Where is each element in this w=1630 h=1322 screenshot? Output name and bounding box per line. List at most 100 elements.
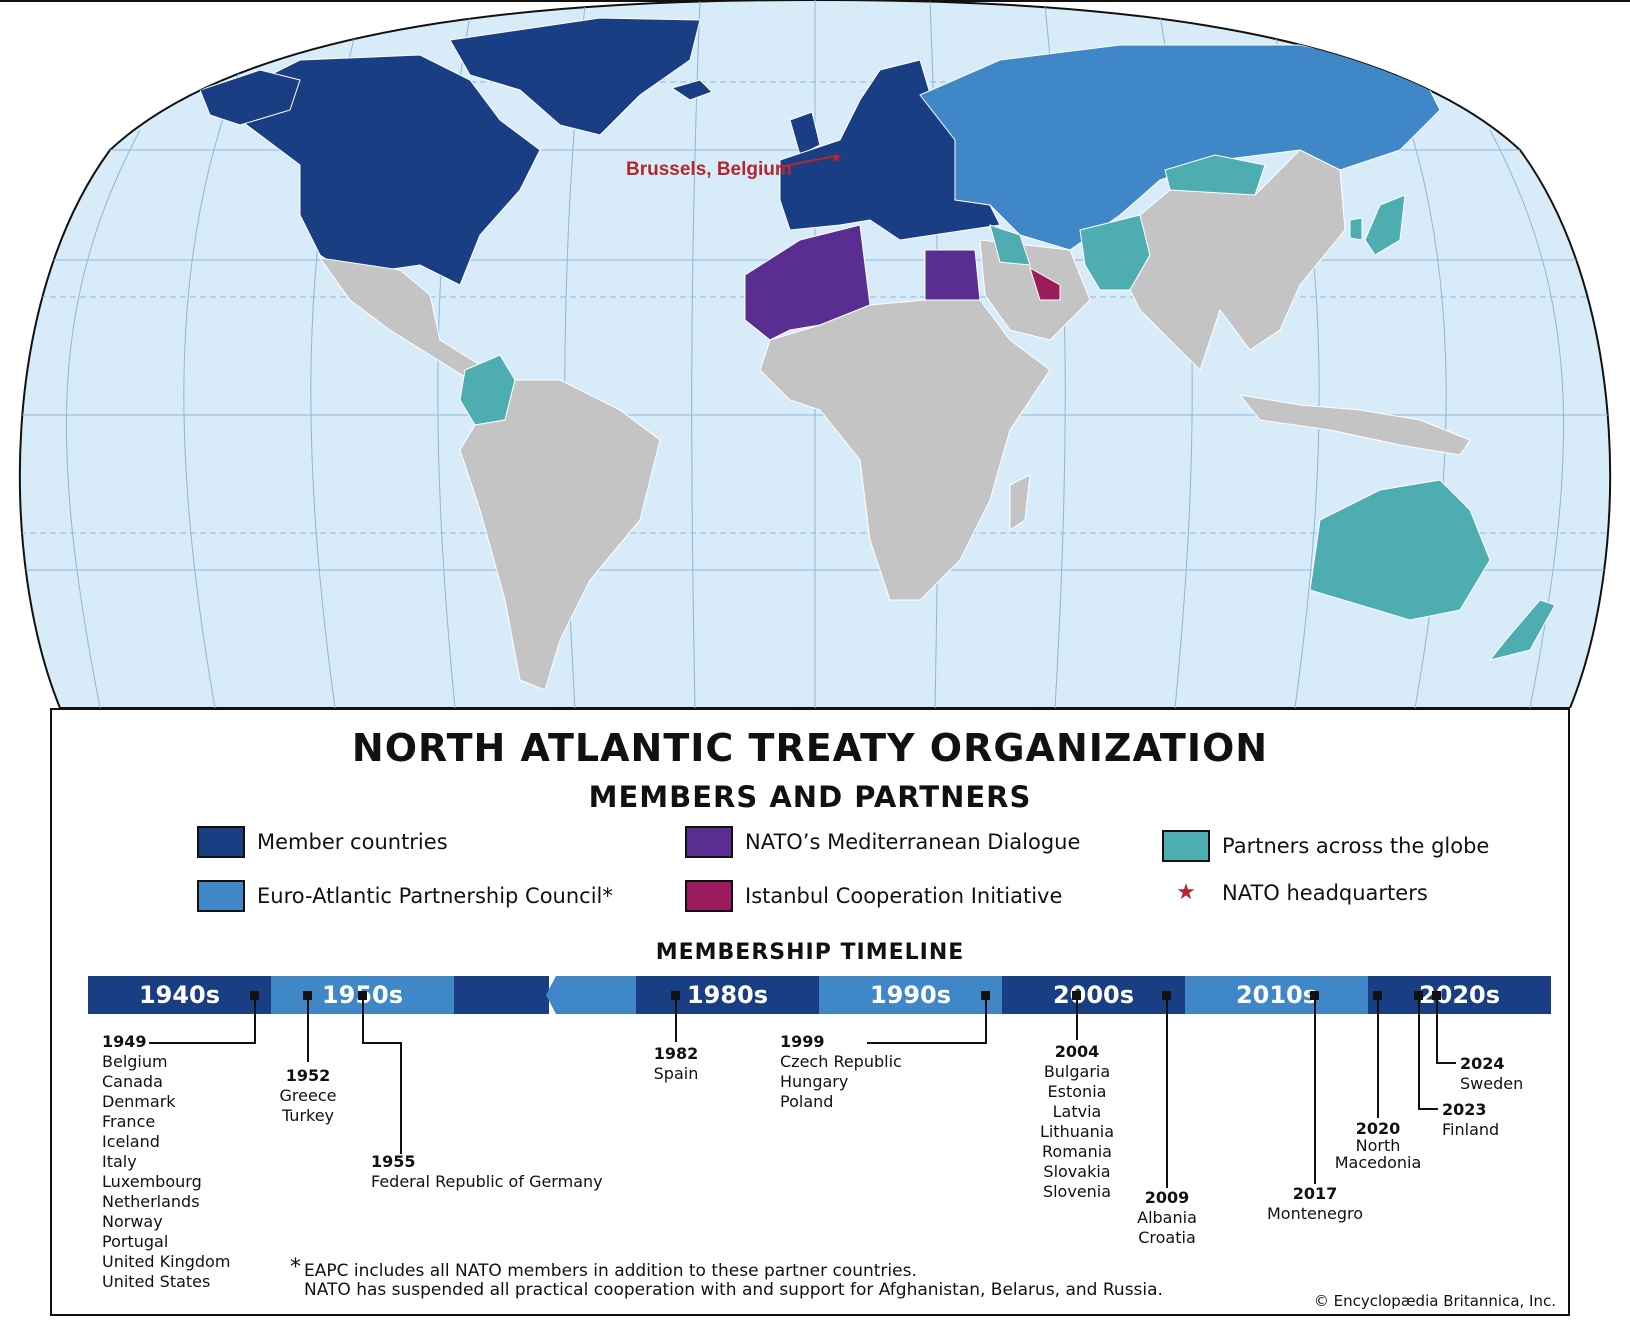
leader-line	[1166, 1000, 1168, 1188]
region-uk	[789, 111, 821, 156]
entry-country: Canada	[102, 1072, 163, 1091]
legend-swatch-member	[197, 826, 245, 858]
leader-line	[1076, 1000, 1078, 1040]
timeline-entry-1955: 1955 Federal Republic of Germany	[371, 1152, 603, 1192]
subtitle: MEMBERS AND PARTNERS	[588, 780, 1032, 814]
world-map: ★ Brussels, Belgium	[0, 0, 1630, 708]
region-iraq	[989, 224, 1031, 266]
entry-country: Croatia	[1138, 1228, 1196, 1247]
entry-country: Lithuania	[1039, 1122, 1115, 1141]
star-icon: ★	[1176, 880, 1196, 905]
leader-line	[1314, 1000, 1316, 1184]
timeline-entry-2020: 2020 North Macedonia	[1328, 1120, 1428, 1171]
entry-country: United States	[102, 1272, 211, 1291]
timeline-entry-2017: 2017 Montenegro	[1260, 1184, 1370, 1224]
entry-country: Poland	[780, 1092, 834, 1111]
entry-country: Federal Republic of Germany	[371, 1172, 603, 1191]
hq-label: Brussels, Belgium	[626, 159, 792, 180]
entry-country: Czech Republic	[780, 1052, 902, 1071]
timeline-entry-1952: 1952 Greece Turkey	[268, 1066, 348, 1126]
leader-line	[1436, 1000, 1438, 1064]
copyright: © Encyclopædia Britannica, Inc.	[1313, 1292, 1556, 1310]
main-title: NORTH ATLANTIC TREATY ORGANIZATION	[351, 726, 1269, 770]
legend-label: Member countries	[257, 830, 448, 854]
legend-item-hq: ★ NATO headquarters	[1162, 880, 1428, 905]
entry-country: Romania	[1042, 1142, 1112, 1161]
entry-year: 2020	[1355, 1119, 1401, 1138]
region-alaska	[199, 69, 301, 126]
entry-country: Belgium	[102, 1052, 168, 1071]
leader-line	[400, 1042, 402, 1154]
region-asia	[1129, 149, 1346, 371]
entry-country: Sweden	[1460, 1074, 1524, 1093]
entry-country: North	[1355, 1136, 1401, 1155]
decade-gap-right	[570, 976, 636, 1014]
region-new-zealand	[1488, 599, 1556, 661]
legend-label: NATO’s Mediterranean Dialogue	[745, 830, 1081, 854]
legend-swatch-global	[1162, 830, 1210, 862]
entry-year: 1952	[285, 1066, 331, 1085]
entry-country: Macedonia	[1334, 1153, 1422, 1172]
legend-swatch-mediterranean	[685, 826, 733, 858]
timeline-tick-1949	[250, 991, 259, 1000]
legend-item-eapc: Euro-Atlantic Partnership Council*	[197, 880, 613, 912]
entry-year: 2009	[1144, 1188, 1190, 1207]
timeline-title: MEMBERSHIP TIMELINE	[655, 940, 965, 965]
legend-swatch-istanbul	[685, 880, 733, 912]
decade-2010s: 2010s	[1185, 976, 1368, 1014]
timeline-entry-2009: 2009 Albania Croatia	[1127, 1188, 1207, 1248]
region-madagascar	[1009, 474, 1031, 531]
entry-year: 1949	[102, 1032, 147, 1051]
timeline-tick-1999	[981, 991, 990, 1000]
entry-country: United Kingdom	[102, 1252, 231, 1271]
entry-year: 1999	[780, 1032, 825, 1051]
leader-line	[1377, 1000, 1379, 1118]
entry-year: 2023	[1442, 1100, 1487, 1119]
legend-label: Euro-Atlantic Partnership Council*	[257, 884, 613, 908]
entry-year: 2004	[1054, 1042, 1100, 1061]
timeline-tick-1982	[671, 991, 680, 1000]
entry-country: France	[102, 1112, 156, 1131]
entry-country: Slovakia	[1043, 1162, 1111, 1181]
hq-star-icon: ★	[830, 150, 843, 166]
legend-item-global: Partners across the globe	[1162, 830, 1489, 862]
region-north-america	[219, 54, 541, 286]
entry-country: Hungary	[780, 1072, 849, 1091]
region-iceland	[670, 79, 713, 101]
region-korea	[1349, 217, 1363, 241]
timeline-tick-2023	[1414, 991, 1423, 1000]
entry-year: 1982	[653, 1044, 699, 1063]
timeline-entry-2004: 2004 Bulgaria Estonia Latvia Lithuania R…	[1027, 1042, 1127, 1202]
region-gulf-icj	[1029, 266, 1061, 301]
timeline-tick-2017	[1310, 991, 1319, 1000]
region-middle-east	[979, 239, 1091, 341]
legend-item-member: Member countries	[197, 826, 448, 858]
region-greenland	[449, 17, 701, 136]
entry-country: Italy	[102, 1152, 137, 1171]
legend-panel: NORTH ATLANTIC TREATY ORGANIZATION MEMBE…	[50, 708, 1570, 1316]
legend-swatch-eapc	[197, 880, 245, 912]
footnote: * EAPC includes all NATO members in addi…	[290, 1257, 1163, 1300]
legend-label: Partners across the globe	[1222, 834, 1490, 858]
legend-item-istanbul: Istanbul Cooperation Initiative	[685, 880, 1062, 912]
footnote-line-1: EAPC includes all NATO members in additi…	[304, 1261, 917, 1281]
entry-country: Portugal	[102, 1232, 169, 1251]
decade-2020s: 2020s	[1368, 976, 1551, 1014]
entry-country: Denmark	[102, 1092, 176, 1111]
leader-line	[675, 1000, 677, 1042]
legend-item-mediterranean: NATO’s Mediterranean Dialogue	[685, 826, 1080, 858]
timeline-break-icon	[532, 976, 572, 1014]
timeline-entry-1982: 1982 Spain	[636, 1044, 716, 1084]
region-australia	[1309, 479, 1491, 621]
leader-line	[1418, 1108, 1438, 1110]
leader-line	[985, 1000, 987, 1044]
entry-country: Turkey	[281, 1106, 335, 1125]
entry-country: Luxembourg	[102, 1172, 202, 1191]
timeline-tick-2009	[1162, 991, 1171, 1000]
entry-year: 1955	[371, 1152, 416, 1171]
region-eapc-eurasia	[919, 44, 1441, 251]
entry-country: Albania	[1137, 1208, 1197, 1227]
timeline-tick-2004	[1072, 991, 1081, 1000]
footnote-line-2: NATO has suspended all practical coopera…	[304, 1280, 1163, 1300]
leader-line	[362, 1000, 364, 1044]
